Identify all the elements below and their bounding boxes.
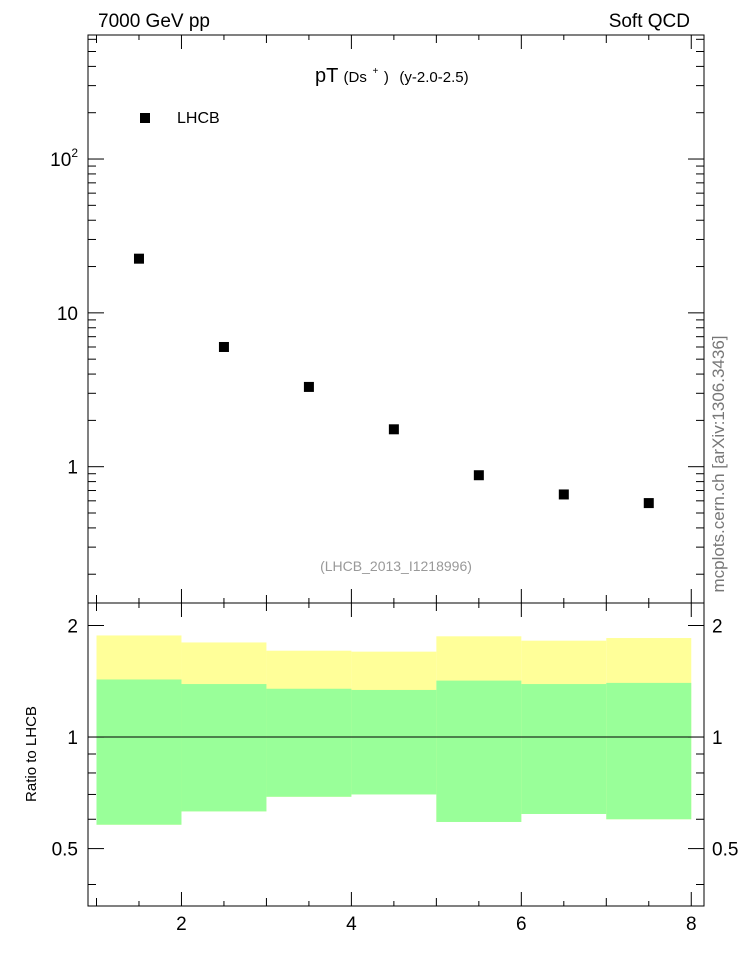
- data-point: [558, 489, 569, 500]
- title-charge: +: [372, 66, 378, 77]
- data-point: [643, 498, 654, 509]
- plot-title: pT (Ds + ) (y-2.0-2.5): [315, 57, 469, 87]
- main-y-tick-label: 10: [57, 304, 78, 325]
- data-point: [473, 470, 484, 481]
- ratio-inner-band: [606, 682, 692, 820]
- ratio-y-tick-label-right: 2: [712, 616, 723, 637]
- ratio-inner-band: [351, 689, 437, 795]
- ratio-y-tick-label-left: 1: [67, 728, 78, 749]
- ratio-y-tick-label-left: 2: [67, 616, 78, 637]
- title-main: pT: [315, 65, 338, 87]
- ratio-y-tick-label-right: 0.5: [712, 840, 738, 861]
- main-plot-ticks: [88, 35, 704, 603]
- data-point: [133, 253, 144, 264]
- ratio-bands: [96, 635, 692, 825]
- side-label: mcplots.cern.ch [arXiv:1306.3436]: [709, 335, 728, 592]
- ratio-inner-band: [266, 688, 352, 797]
- ratio-inner-band: [436, 680, 522, 822]
- ratio-ylabel: Ratio to LHCB: [23, 706, 40, 802]
- ratio-plot: 0.5 0.5 1 1 2 2 2 4 6 8 Ratio to LHCB: [23, 602, 739, 935]
- title-cut: (y-2.0-2.5): [399, 69, 468, 86]
- data-point: [218, 341, 229, 352]
- ratio-y-tick-label-right: 1: [712, 728, 723, 749]
- main-y-tick-labels: 102 10 1: [50, 146, 78, 479]
- title-close: ): [384, 69, 389, 86]
- data-points: [133, 253, 654, 509]
- analysis-label: (LHCB_2013_I1218996): [320, 558, 472, 574]
- x-tick-label: 8: [686, 914, 697, 935]
- x-tick-labels: 2 4 6 8: [176, 914, 696, 935]
- data-point: [388, 424, 399, 435]
- main-y-tick-label: 1: [67, 458, 78, 479]
- x-tick-label: 2: [176, 914, 187, 935]
- title-particle: (Ds: [344, 69, 367, 86]
- ratio-y-tick-label-left: 0.5: [52, 840, 78, 861]
- header-right: Soft QCD: [609, 11, 690, 32]
- legend-marker: [140, 113, 150, 123]
- ratio-plot-ticks: [88, 603, 704, 906]
- main-plot: 102 10 1 pT (Ds + ) (y-2.0-2.5) LHCB (LHCB…: [50, 34, 705, 604]
- main-y-tick-label: 102: [50, 146, 78, 171]
- ratio-inner-band: [521, 684, 607, 814]
- ratio-inner-band: [181, 684, 267, 812]
- x-tick-label: 4: [346, 914, 357, 935]
- header-left: 7000 GeV pp: [98, 11, 210, 32]
- ratio-y-tick-labels: 0.5 0.5 1 1 2 2: [52, 616, 739, 860]
- ratio-inner-band: [96, 679, 182, 825]
- data-point: [303, 381, 314, 392]
- legend-label: LHCB: [177, 110, 220, 127]
- x-tick-label: 6: [516, 914, 527, 935]
